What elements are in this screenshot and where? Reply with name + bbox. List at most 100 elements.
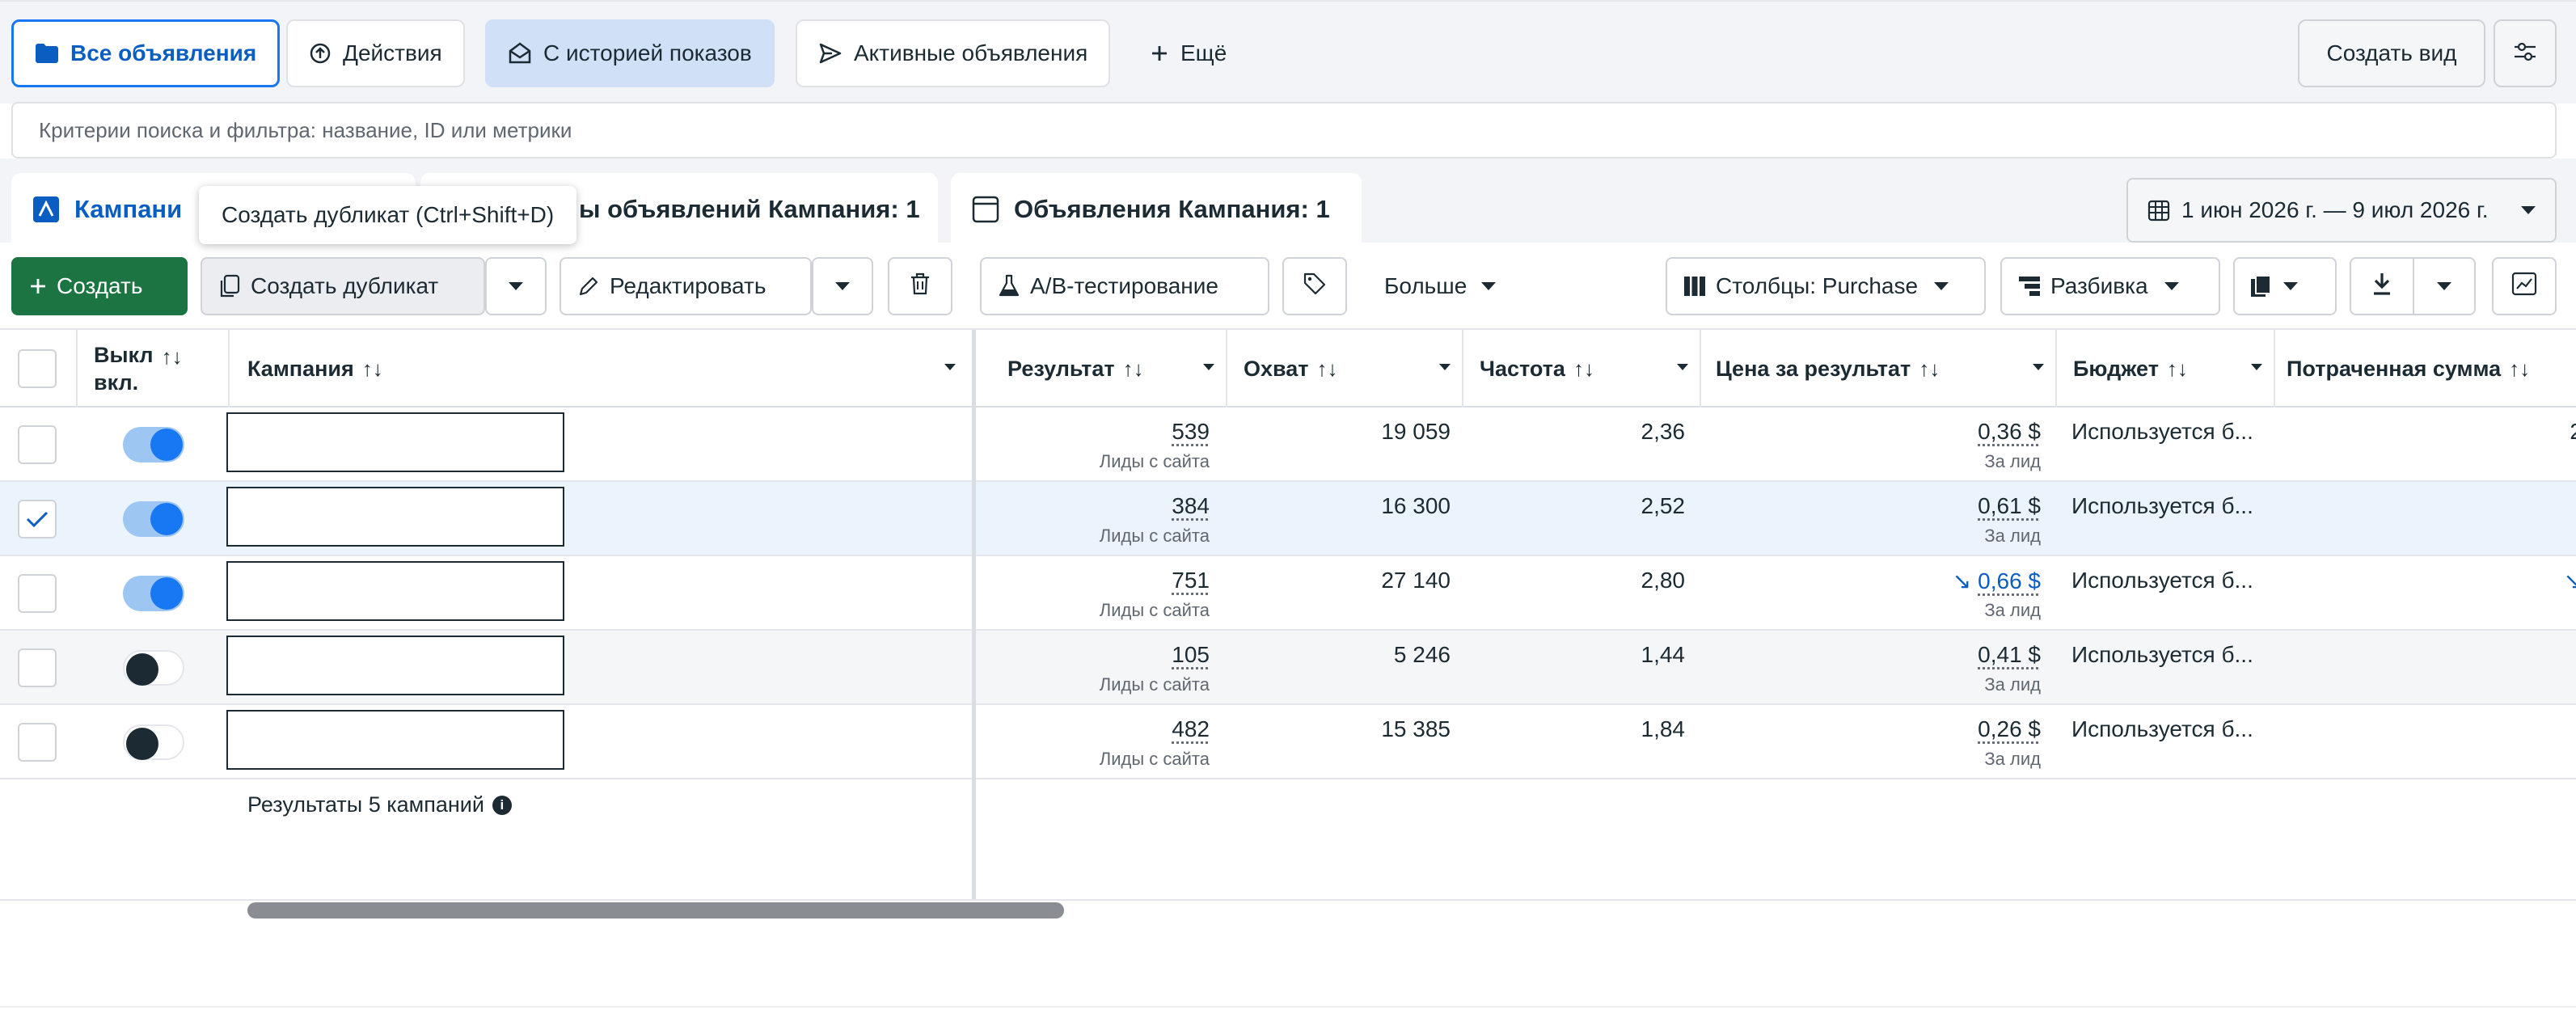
sort-icon[interactable]: ↑↓ — [362, 357, 383, 382]
header-toggle-line1: Выкл — [94, 341, 154, 369]
chevron-down-icon — [1934, 282, 1949, 290]
breakdown-button[interactable]: Разбивка — [2000, 257, 2220, 315]
table-row[interactable]: 384 Лиды с сайта 16 300 2,52 0,61 $ За л… — [0, 482, 2576, 556]
campaign-toggle[interactable] — [123, 427, 184, 462]
cost-per-result-cell[interactable]: 0,36 $ — [1971, 419, 2041, 445]
header-budget[interactable]: Бюджет ↑↓ — [2073, 330, 2274, 408]
columns-button[interactable]: Столбцы: Purchase — [1666, 257, 1986, 315]
folder-icon — [35, 43, 59, 64]
cost-per-result-cell[interactable]: 0,26 $ — [1971, 716, 2041, 742]
duplicate-button-label: Создать дубликат — [251, 273, 438, 299]
chevron-down-icon[interactable] — [944, 364, 956, 370]
budget-value[interactable]: Используется б... — [2071, 568, 2253, 593]
chevron-down-icon — [2521, 206, 2536, 214]
header-reach-label: Охват — [1244, 357, 1309, 382]
result-value[interactable]: 539 — [1172, 419, 1210, 445]
edit-button-label: Редактировать — [610, 273, 766, 299]
duplicate-button[interactable]: Создать дубликат — [201, 257, 485, 315]
table-row[interactable]: 751 Лиды с сайта 27 140 2,80 ↘ 0,66 $ За … — [0, 556, 2576, 631]
row-checkbox[interactable] — [18, 500, 57, 538]
budget-value[interactable]: Используется б... — [2071, 493, 2253, 519]
chevron-down-icon[interactable] — [1439, 364, 1451, 370]
tag-button[interactable] — [1282, 257, 1347, 315]
row-checkbox[interactable] — [18, 574, 57, 613]
header-spent[interactable]: Потраченная сумма ↑↓ — [2287, 330, 2576, 408]
budget-value[interactable]: Используется б... — [2071, 419, 2253, 445]
row-checkbox[interactable] — [18, 723, 57, 762]
reach-value: 16 300 — [1381, 493, 1451, 519]
budget-value[interactable]: Используется б... — [2071, 716, 2253, 742]
reports-button[interactable] — [2233, 257, 2337, 315]
tab-active-ads[interactable]: Активные объявления — [796, 19, 1110, 87]
campaign-toggle[interactable] — [123, 576, 184, 611]
header-cost-per-result[interactable]: Цена за результат ↑↓ — [1716, 330, 2055, 408]
chevron-down-icon[interactable] — [2251, 364, 2262, 370]
delete-button[interactable] — [888, 257, 952, 315]
tab-more[interactable]: Ещё — [1127, 19, 1249, 87]
chevron-down-icon[interactable] — [2033, 364, 2044, 370]
tab-actions[interactable]: Действия — [286, 19, 465, 87]
tab-all-ads[interactable]: Все объявления — [11, 19, 280, 87]
export-dropdown[interactable] — [2413, 257, 2476, 315]
frozen-column-divider[interactable] — [972, 330, 976, 901]
campaign-name-cell[interactable] — [226, 710, 564, 770]
duplicate-dropdown[interactable] — [485, 257, 547, 315]
sort-icon[interactable]: ↑↓ — [1573, 357, 1594, 382]
campaign-name-cell[interactable] — [226, 561, 564, 621]
header-toggle[interactable]: Выкл вкл. ↑↓ — [94, 330, 226, 408]
table-row[interactable]: 482 Лиды с сайта 15 385 1,84 0,26 $ За л… — [0, 705, 2576, 779]
cost-per-result-cell[interactable]: 0,41 $ — [1971, 642, 2041, 668]
edit-dropdown[interactable] — [812, 257, 873, 315]
sort-icon[interactable]: ↑↓ — [162, 343, 183, 370]
result-value[interactable]: 482 — [1172, 716, 1210, 742]
cost-per-result-cell[interactable]: 0,61 $ — [1971, 493, 2041, 519]
result-value[interactable]: 384 — [1172, 493, 1210, 519]
chevron-down-icon[interactable] — [1677, 364, 1688, 370]
result-value[interactable]: 751 — [1172, 568, 1210, 593]
sort-icon[interactable]: ↑↓ — [2167, 357, 2188, 382]
charts-button[interactable] — [2492, 257, 2557, 315]
row-checkbox[interactable] — [18, 425, 57, 464]
result-type: Лиды с сайта — [1100, 600, 1210, 621]
budget-value[interactable]: Используется б... — [2071, 642, 2253, 668]
campaign-toggle[interactable] — [123, 650, 184, 686]
header-reach[interactable]: Охват ↑↓ — [1244, 330, 1462, 408]
create-view-button[interactable]: Создать вид — [2298, 19, 2485, 87]
ab-test-button[interactable]: A/B-тестирование — [980, 257, 1269, 315]
select-all-checkbox[interactable] — [18, 349, 57, 388]
cost-per-result-cell[interactable]: ↘ 0,66 $ — [1953, 568, 2041, 594]
edit-button[interactable]: Редактировать — [560, 257, 812, 315]
view-settings-button[interactable] — [2494, 19, 2557, 87]
chevron-down-icon — [2283, 282, 2298, 290]
campaign-name-cell[interactable] — [226, 412, 564, 472]
campaign-name-cell[interactable] — [226, 636, 564, 695]
export-button[interactable] — [2350, 257, 2414, 315]
campaign-name-cell[interactable] — [226, 487, 564, 547]
sort-icon[interactable]: ↑↓ — [2509, 357, 2530, 382]
search-input[interactable]: Критерии поиска и фильтра: название, ID … — [11, 102, 2557, 158]
tab-ads[interactable]: Объявления Кампания: 1 — [951, 173, 1362, 246]
more-button-label: Больше — [1384, 273, 1467, 299]
table-row[interactable]: 539 Лиды с сайта 19 059 2,36 0,36 $ За л… — [0, 408, 2576, 482]
sort-icon[interactable]: ↑↓ — [1317, 357, 1338, 382]
create-button[interactable]: Создать — [11, 257, 188, 315]
horizontal-scrollbar[interactable] — [247, 902, 1064, 919]
chevron-down-icon[interactable] — [1203, 364, 1214, 370]
sort-icon[interactable]: ↑↓ — [1919, 357, 1940, 382]
header-campaign[interactable]: Кампания ↑↓ — [247, 330, 972, 408]
header-result[interactable]: Результат ↑↓ — [1007, 330, 1226, 408]
result-value[interactable]: 105 — [1172, 642, 1210, 668]
campaign-toggle[interactable] — [123, 501, 184, 537]
row-checkbox[interactable] — [18, 648, 57, 687]
table-row[interactable]: 105 Лиды с сайта 5 246 1,44 0,41 $ За ли… — [0, 631, 2576, 705]
campaign-toggle[interactable] — [123, 724, 184, 760]
toggle-knob — [150, 503, 183, 535]
more-button[interactable]: Больше — [1366, 257, 1520, 315]
date-range-picker[interactable]: 1 июн 2026 г. — 9 июл 2026 г. — [2126, 178, 2557, 243]
tab-history[interactable]: С историей показов — [485, 19, 775, 87]
info-icon[interactable]: i — [492, 796, 512, 815]
cost-per-result-value: 0,26 $ — [1978, 716, 2041, 741]
tab-history-label: С историей показов — [543, 40, 752, 66]
header-frequency[interactable]: Частота ↑↓ — [1480, 330, 1700, 408]
sort-icon[interactable]: ↑↓ — [1123, 357, 1144, 382]
